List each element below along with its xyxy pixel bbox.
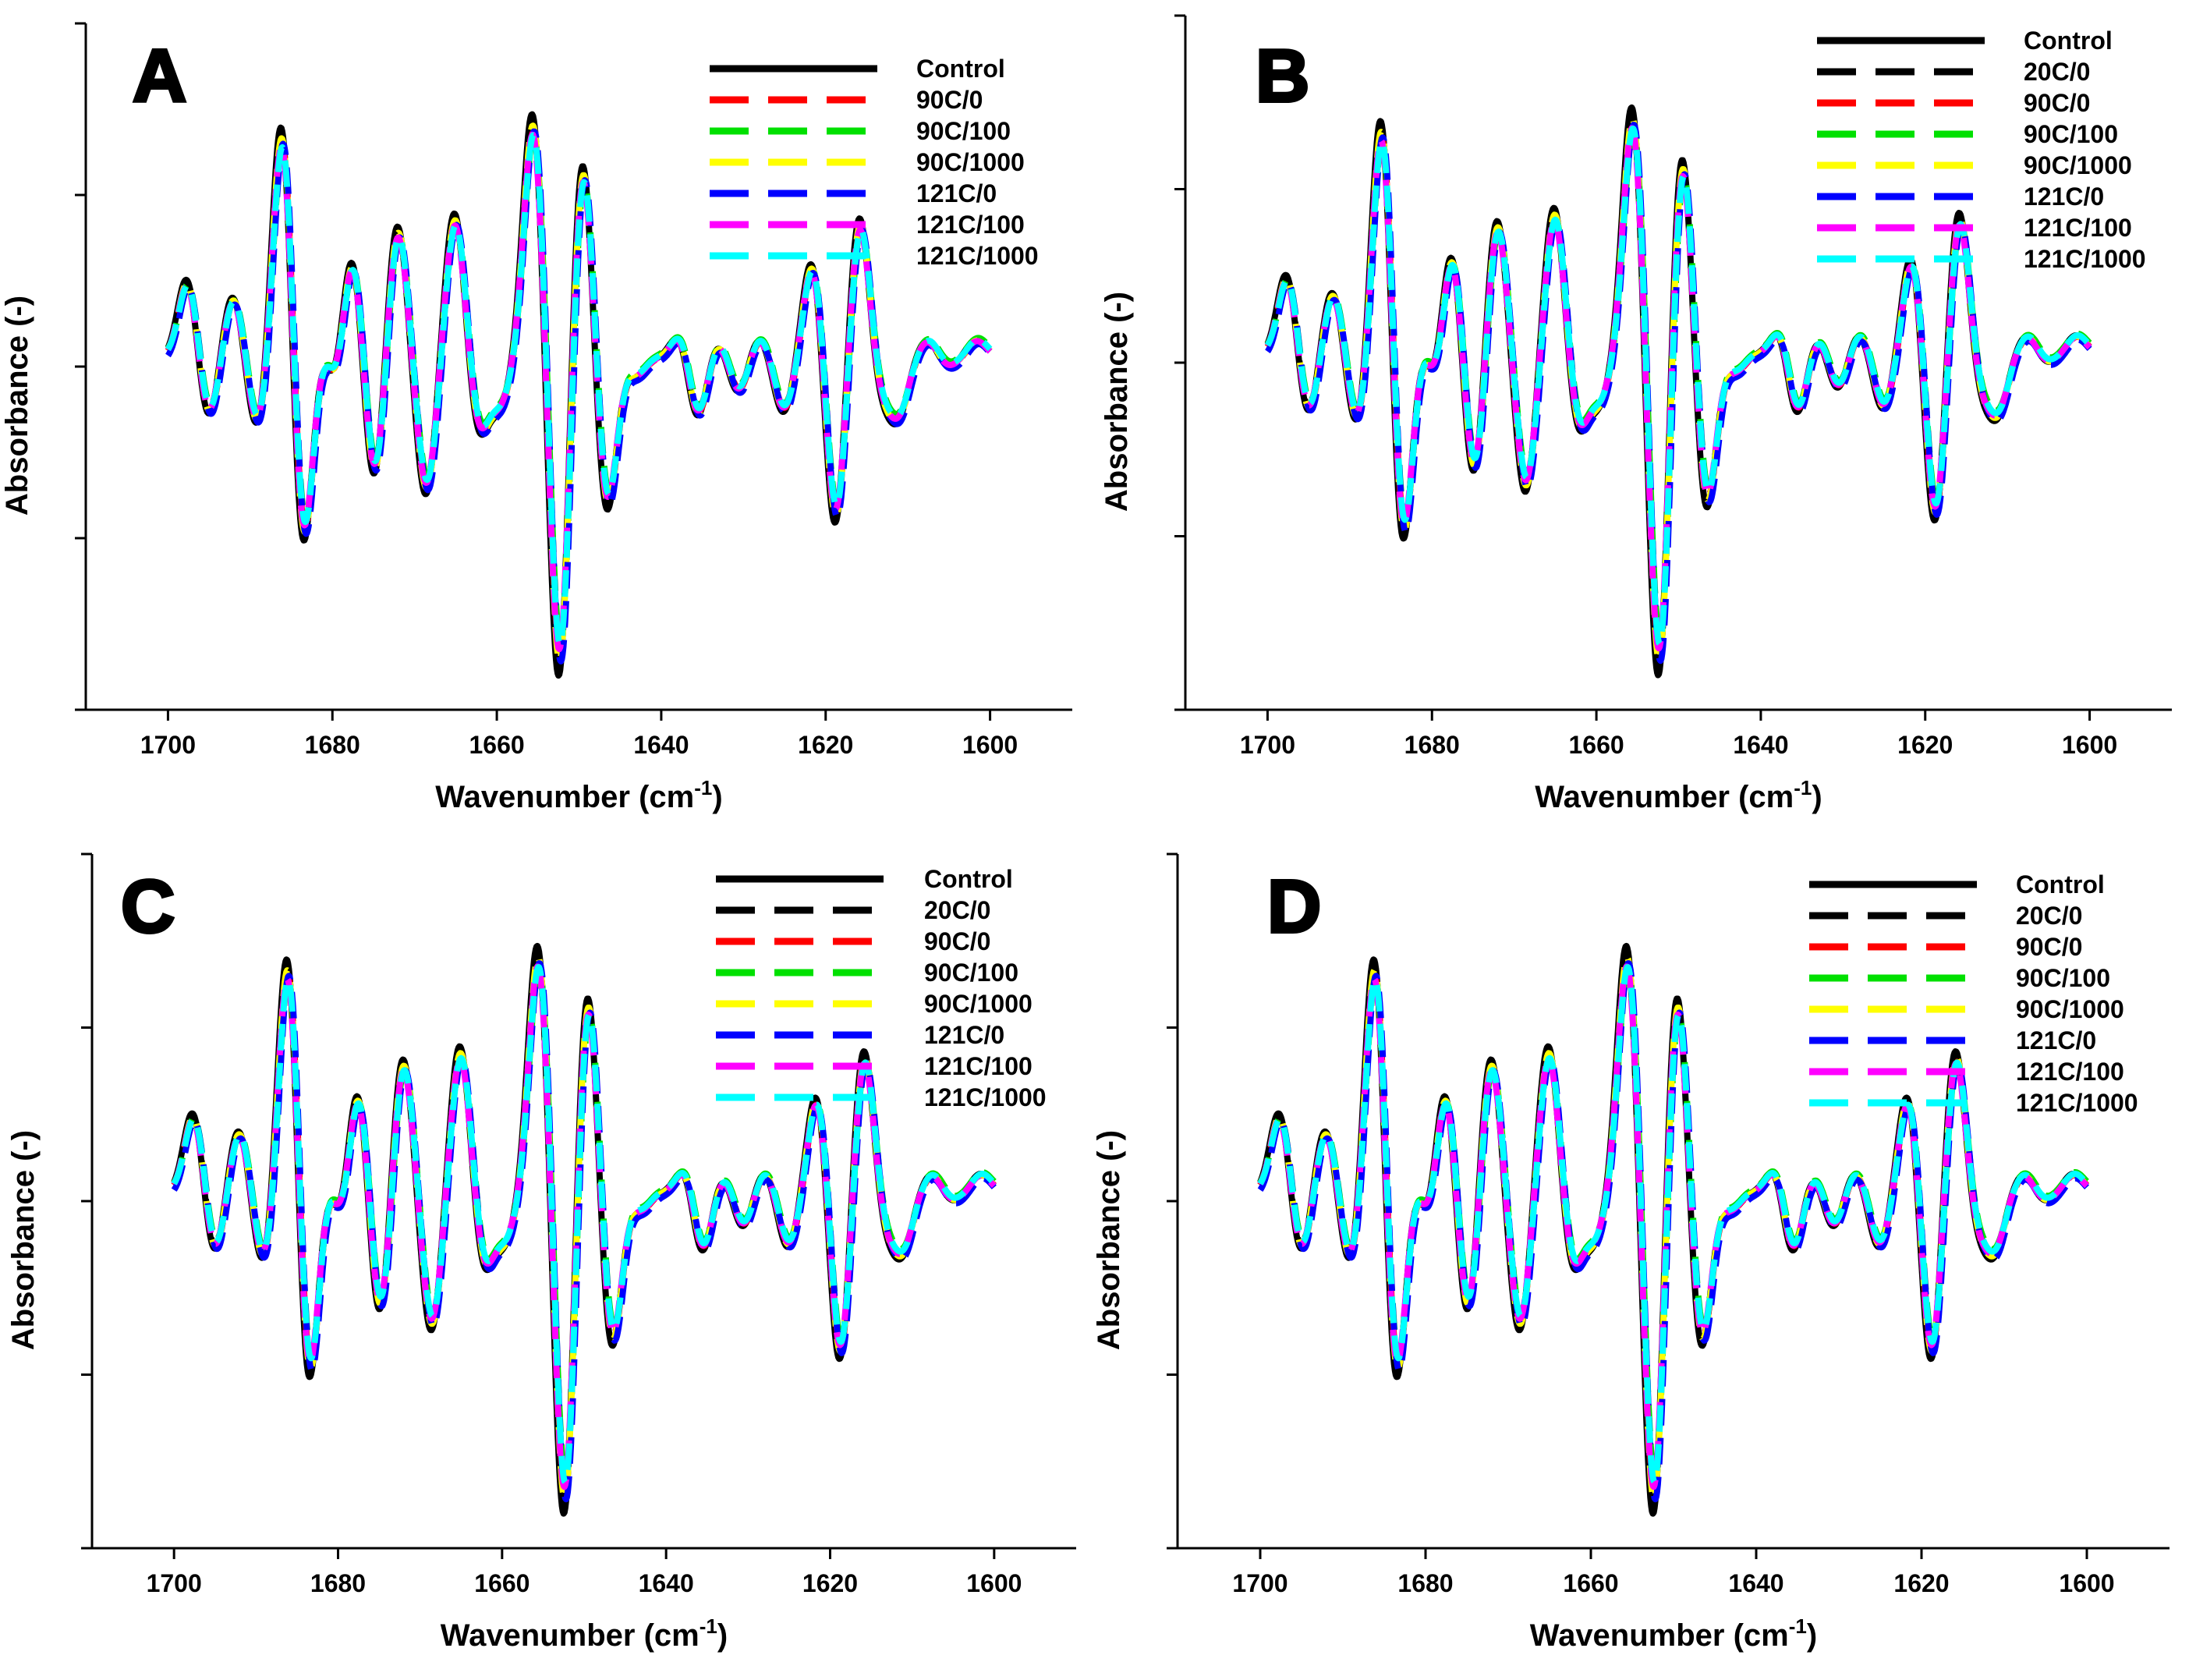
x-tick-label: 1640 bbox=[639, 1569, 694, 1597]
legend-label: 90C/1000 bbox=[916, 148, 1025, 176]
legend-label: 90C/100 bbox=[2016, 964, 2110, 992]
legend-label: 90C/0 bbox=[924, 927, 990, 955]
x-tick-label: 1660 bbox=[1563, 1569, 1618, 1597]
series-line-121c-1000 bbox=[1257, 964, 2089, 1486]
legend-label: 121C/0 bbox=[916, 179, 997, 207]
legend-label: Control bbox=[924, 865, 1013, 893]
legend-label: 121C/0 bbox=[924, 1021, 1004, 1049]
x-tick-label: 1700 bbox=[147, 1569, 202, 1597]
legend-label: 121C/0 bbox=[2016, 1026, 2096, 1054]
legend-label: Control bbox=[916, 55, 1005, 83]
legend-label: 121C/100 bbox=[2016, 1058, 2124, 1086]
legend-label: 121C/1000 bbox=[916, 242, 1039, 270]
legend-label: 90C/0 bbox=[2024, 89, 2090, 117]
y-axis-title: Absorbance (-) bbox=[1092, 1130, 1126, 1350]
legend-label: 90C/1000 bbox=[2016, 995, 2124, 1023]
x-tick-label: 1680 bbox=[310, 1569, 366, 1597]
series-line-121c-1000 bbox=[1264, 126, 2092, 647]
y-axis-title: Absorbance (-) bbox=[6, 1130, 41, 1350]
legend-label: 20C/0 bbox=[924, 896, 990, 924]
series-group bbox=[1264, 104, 2092, 679]
panel-label: C bbox=[121, 865, 175, 948]
legend-label: 121C/100 bbox=[2024, 214, 2132, 242]
series-group bbox=[171, 942, 997, 1517]
series-group bbox=[165, 111, 993, 679]
legend-label: 121C/100 bbox=[924, 1052, 1033, 1080]
legend-label: 121C/100 bbox=[916, 211, 1025, 239]
legend-label: 90C/100 bbox=[2024, 120, 2118, 148]
series-group bbox=[1257, 942, 2089, 1517]
chart-panel-c: 1700 1680 1660 1640 1620 1600 Wavenumber (cm-1… bbox=[6, 852, 1076, 1653]
x-tick-label: 1600 bbox=[962, 731, 1018, 759]
x-tick-label: 1620 bbox=[1893, 1569, 1949, 1597]
x-axis-title: Wavenumber (cm-1) bbox=[441, 1614, 728, 1653]
chart-panel-d: 1700 1680 1660 1640 1620 1600 Wavenumber (cm-1… bbox=[1092, 852, 2170, 1653]
x-axis-title: Wavenumber (cm-1) bbox=[435, 776, 722, 814]
legend: Control 20C/0 90C/0 90C/100 90C/1000 121C/0 12… bbox=[1809, 870, 2138, 1117]
x-tick-label: 1700 bbox=[1240, 731, 1295, 759]
x-tick-label: 1600 bbox=[2062, 731, 2117, 759]
y-axis-title: Absorbance (-) bbox=[0, 296, 34, 516]
x-tick-label: 1600 bbox=[966, 1569, 1022, 1597]
legend-label: 90C/100 bbox=[916, 117, 1011, 145]
x-tick-label: 1640 bbox=[633, 731, 689, 759]
legend-label: 90C/0 bbox=[2016, 933, 2082, 961]
legend-label: 90C/0 bbox=[916, 86, 983, 114]
legend: Control 20C/0 90C/0 90C/100 90C/1000 121C/0 12… bbox=[716, 865, 1047, 1111]
legend-label: 90C/1000 bbox=[2024, 151, 2132, 179]
x-tick-label: 1660 bbox=[474, 1569, 530, 1597]
panel-label: B bbox=[1256, 34, 1309, 118]
x-tick-label: 1700 bbox=[1232, 1569, 1288, 1597]
x-tick-label: 1680 bbox=[1404, 731, 1460, 759]
legend-label: Control bbox=[2024, 27, 2113, 55]
legend-label: Control bbox=[2016, 870, 2105, 898]
x-axis-title: Wavenumber (cm-1) bbox=[1535, 776, 1822, 814]
legend: Control 20C/0 90C/0 90C/100 90C/1000 121C/0 12… bbox=[1817, 27, 2146, 273]
legend-label: 121C/0 bbox=[2024, 183, 2104, 211]
chart-panel-b: 1700 1680 1660 1640 1620 1600 Wavenumber (cm-1… bbox=[1100, 14, 2172, 814]
legend-label: 90C/100 bbox=[924, 959, 1018, 987]
x-tick-label: 1680 bbox=[1397, 1569, 1453, 1597]
x-tick-label: 1620 bbox=[1897, 731, 1953, 759]
x-tick-label: 1680 bbox=[305, 731, 360, 759]
legend-label: 121C/1000 bbox=[2024, 245, 2146, 273]
x-tick-label: 1700 bbox=[140, 731, 196, 759]
panel-label: A bbox=[133, 34, 186, 118]
series-line-121c-1000 bbox=[165, 132, 993, 648]
legend-label: 121C/1000 bbox=[2016, 1089, 2138, 1117]
series-line-121c-1000 bbox=[171, 964, 997, 1486]
x-tick-label: 1640 bbox=[1733, 731, 1788, 759]
legend-label: 90C/1000 bbox=[924, 990, 1033, 1018]
x-tick-label: 1640 bbox=[1728, 1569, 1783, 1597]
y-axis-title: Absorbance (-) bbox=[1100, 292, 1134, 512]
x-tick-label: 1620 bbox=[802, 1569, 858, 1597]
x-tick-label: 1660 bbox=[1568, 731, 1624, 759]
panel-label: D bbox=[1267, 865, 1321, 948]
x-axis-title: Wavenumber (cm-1) bbox=[1530, 1614, 1817, 1653]
x-tick-label: 1620 bbox=[798, 731, 853, 759]
legend-label: 20C/0 bbox=[2024, 58, 2090, 86]
legend: Control 90C/0 90C/100 90C/1000 121C/0 121C/10… bbox=[710, 55, 1039, 270]
chart-panel-a: 1700 1680 1660 1640 1620 1600 Wavenumber (cm-1… bbox=[0, 22, 1072, 814]
x-tick-label: 1600 bbox=[2059, 1569, 2114, 1597]
legend-label: 121C/1000 bbox=[924, 1083, 1047, 1111]
legend-label: 20C/0 bbox=[2016, 902, 2082, 930]
x-tick-label: 1660 bbox=[469, 731, 524, 759]
